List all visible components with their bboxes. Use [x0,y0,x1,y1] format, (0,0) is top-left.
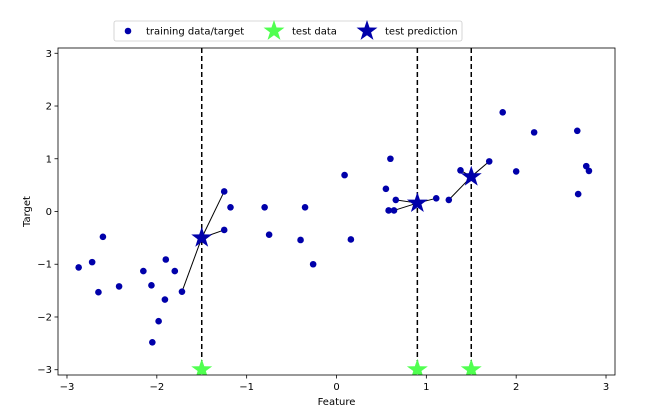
x-tick-label: −2 [149,382,164,393]
test-prediction-star [460,165,482,186]
training-point [115,283,123,290]
training-point [573,127,581,135]
training-point [382,185,390,193]
training-point [457,167,464,174]
y-tick-label: 3 [46,49,52,60]
training-point [347,236,355,243]
x-tick-label: 1 [423,382,429,393]
legend-marker-circle [124,27,132,35]
training-point [148,282,155,289]
training-point [220,188,228,195]
y-tick-label: 0 [46,207,52,218]
test-prediction-star [406,192,428,212]
training-point [161,296,169,303]
training-point [297,236,304,244]
training-point [309,260,317,268]
training-point [499,109,507,116]
legend-marker-star [263,20,285,40]
y-tick-label: −3 [37,365,52,376]
training-point [585,167,593,175]
legend-box [113,20,463,42]
plot-inner [75,48,593,375]
legend-entry-label: test prediction [385,27,458,38]
neighbor-link [201,191,225,239]
training-point [432,195,440,202]
training-point [385,207,392,214]
axes-frame [57,47,616,376]
y-tick-label: −1 [37,260,52,271]
axes: −3 −2 −1 0 1 2 3 −3 −2 −1 0 1 2 3 Feature Target [22,47,616,408]
training-point [99,233,107,241]
training-point [178,288,186,295]
training-point [512,168,520,175]
training-point [88,258,96,266]
training-point [171,267,179,275]
training-point [574,190,582,198]
x-tick-label: −1 [239,382,254,393]
x-tick-label: 0 [333,382,339,393]
plot-area [75,48,593,375]
x-axis-label: Feature [318,397,356,408]
training-point [261,203,268,211]
training-point [155,317,162,325]
y-tick-label: −2 [37,312,52,323]
training-point [162,256,170,263]
training-point [75,264,82,271]
training-point [265,231,273,239]
training-point [301,203,309,211]
training-point [341,171,348,179]
training-point [392,196,400,204]
training-point [445,196,453,204]
y-tick-label: 2 [46,102,52,113]
training-point [220,226,228,234]
test-data-star [460,358,482,375]
x-tick-label: 2 [513,382,519,393]
legend: training data/target test data test predic… [113,20,463,42]
test-data-star [406,358,428,375]
legend-entry-label: test data [292,27,337,38]
training-point [530,129,538,136]
legend-entry-label: training data/target [146,27,244,38]
training-point [140,267,147,275]
y-tick-label: 1 [46,154,52,165]
training-point [485,158,493,165]
training-point [390,207,398,214]
test-prediction-star [191,226,213,247]
test-data-star [191,358,213,375]
legend-marker-star [356,20,378,40]
y-axis-label: Target [22,196,33,228]
x-tick-label: 3 [603,382,609,393]
neighbor-link [181,237,203,292]
training-point [227,203,234,211]
training-point [387,155,394,163]
training-point [149,339,156,346]
x-tick-label: −3 [60,382,75,393]
training-point [95,288,102,296]
